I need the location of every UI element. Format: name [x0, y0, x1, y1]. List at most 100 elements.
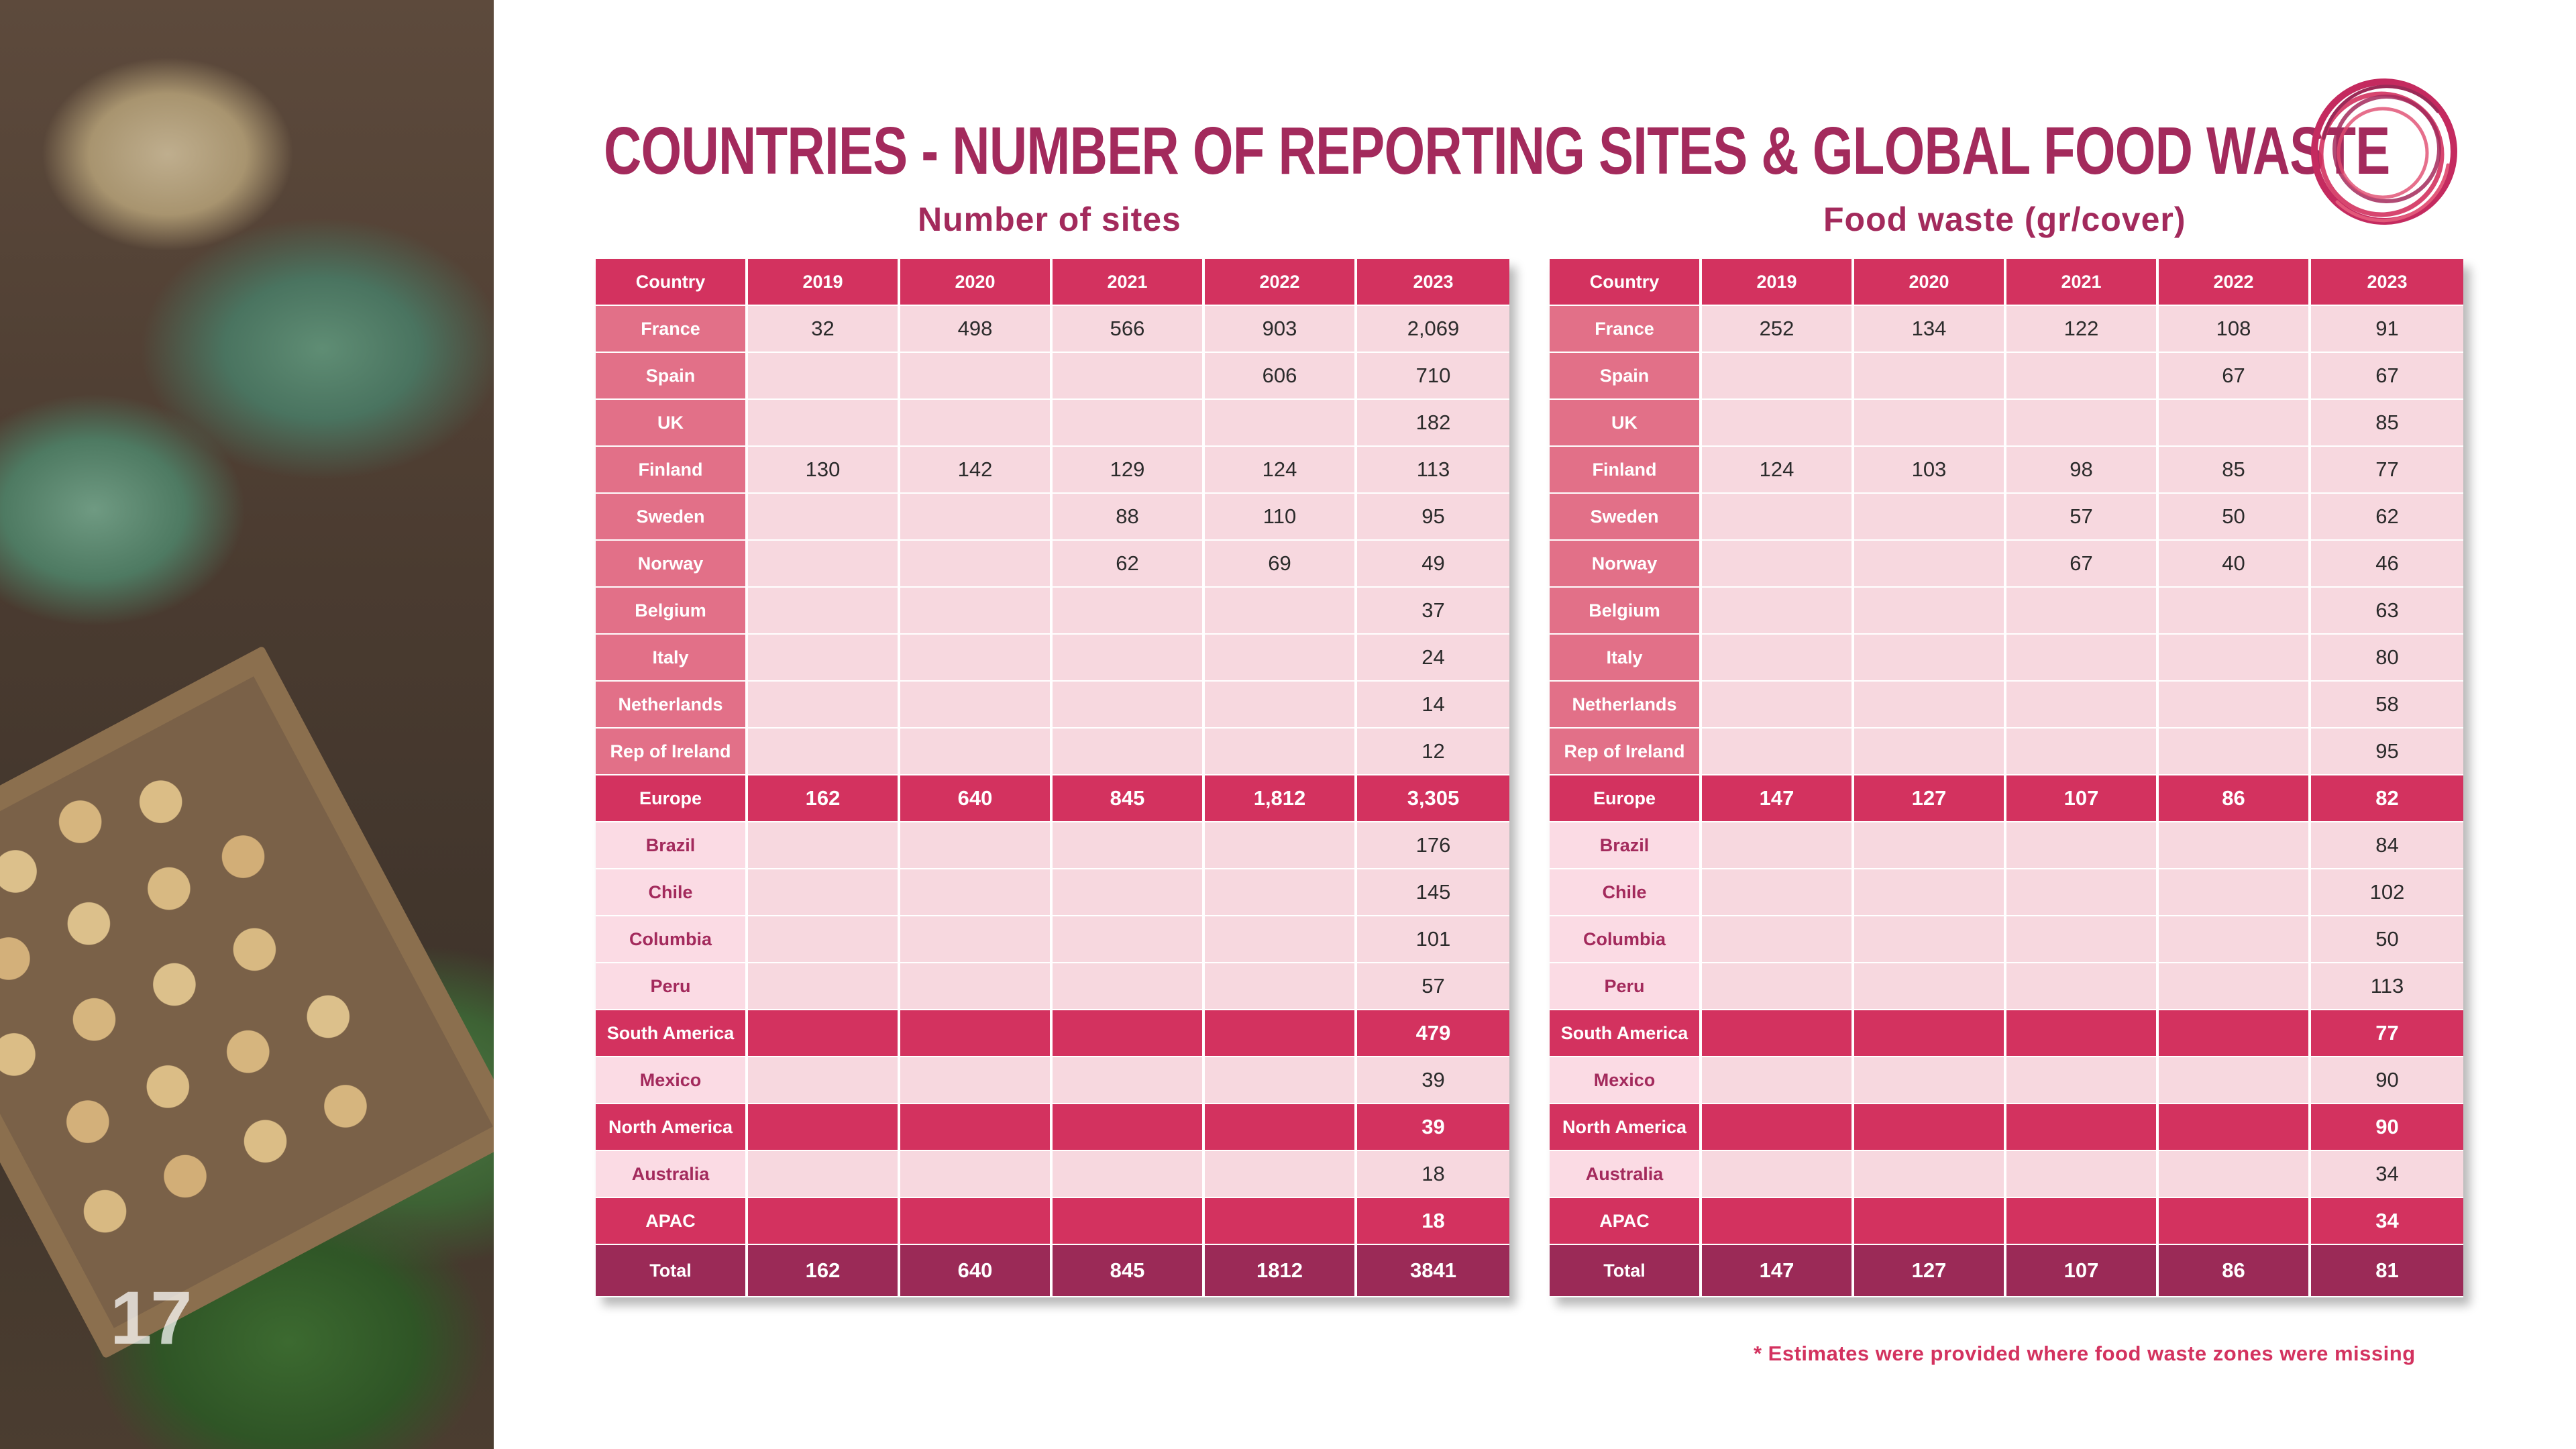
table-row: North America 90 [1550, 1104, 2463, 1151]
table-cell [1702, 1104, 1854, 1151]
table-row: Columbia 101 [596, 916, 1509, 963]
row-label: Norway [1550, 541, 1702, 588]
table-cell [1205, 682, 1357, 729]
table-cell: 67 [2006, 541, 2159, 588]
table-cell: 86 [2159, 1245, 2311, 1297]
table-cell [1205, 635, 1357, 682]
table-row: Europe 147 127 107 86 82 [1550, 775, 2463, 822]
table-cell [2006, 1010, 2159, 1057]
table-cell [1702, 822, 1854, 869]
table-cell [2006, 1151, 2159, 1198]
table-cell [1053, 869, 1205, 916]
table-cell [1854, 588, 2006, 635]
table-cell [2006, 822, 2159, 869]
column-header: 2023 [1357, 259, 1509, 306]
table-cell: 129 [1053, 447, 1205, 494]
table-cell: 57 [2006, 494, 2159, 541]
table-cell [900, 1104, 1053, 1151]
table-cell [900, 541, 1053, 588]
table-cell [1702, 400, 1854, 447]
table-cell: 12 [1357, 729, 1509, 775]
row-label: France [1550, 306, 1702, 353]
table-cell: 62 [2311, 494, 2463, 541]
page-title: COUNTRIES - NUMBER OF REPORTING SITES & … [604, 113, 2390, 189]
table-cell [1053, 635, 1205, 682]
table-cell [1854, 682, 2006, 729]
table-row: Spain 67 67 [1550, 353, 2463, 400]
table-cell [2006, 353, 2159, 400]
table-cell: 176 [1357, 822, 1509, 869]
table-cell: 102 [2311, 869, 2463, 916]
row-label: APAC [596, 1198, 748, 1245]
sites-table: Country 2019 2020 2021 2022 2023 France 32 498 5… [596, 259, 1509, 1297]
column-header: 2019 [1702, 259, 1854, 306]
table-row: Belgium 63 [1550, 588, 2463, 635]
table-cell: 85 [2159, 447, 2311, 494]
food-waste-table: Country 2019 2020 2021 2022 2023 France 252 134… [1550, 259, 2463, 1297]
table-cell: 39 [1357, 1104, 1509, 1151]
table-cell [900, 1010, 1053, 1057]
table-cell: 142 [900, 447, 1053, 494]
table-row: France 32 498 566 903 2,069 [596, 306, 1509, 353]
table-cell [1854, 963, 2006, 1010]
table-row: Total 162 640 845 1812 3841 [596, 1245, 1509, 1297]
table-cell [748, 353, 900, 400]
table-cell: 90 [2311, 1104, 2463, 1151]
table-cell [1702, 635, 1854, 682]
table-cell [1053, 1057, 1205, 1104]
table-cell: 46 [2311, 541, 2463, 588]
row-label: Spain [1550, 353, 1702, 400]
potato-crate-image [0, 645, 494, 1359]
table-cell [2006, 729, 2159, 775]
table-cell: 50 [2159, 494, 2311, 541]
column-header: 2021 [1053, 259, 1205, 306]
table-cell [748, 1151, 900, 1198]
row-label: Netherlands [596, 682, 748, 729]
table-row: North America 39 [596, 1104, 1509, 1151]
table-row: Norway 67 40 46 [1550, 541, 2463, 588]
table-cell [748, 822, 900, 869]
table-cell: 147 [1702, 775, 1854, 822]
table-cell: 85 [2311, 400, 2463, 447]
table-cell: 710 [1357, 353, 1509, 400]
table-cell [1205, 916, 1357, 963]
table-cell [900, 963, 1053, 1010]
table-cell: 3,305 [1357, 775, 1509, 822]
table-cell [1702, 494, 1854, 541]
table-cell [748, 682, 900, 729]
row-label: Netherlands [1550, 682, 1702, 729]
table-cell [1205, 729, 1357, 775]
table-cell [1053, 353, 1205, 400]
row-label: Finland [1550, 447, 1702, 494]
table-cell [2159, 588, 2311, 635]
waste-subtitle: Food waste (gr/cover) [1823, 201, 2186, 238]
table-cell: 130 [748, 447, 900, 494]
table-row: South America 77 [1550, 1010, 2463, 1057]
table-cell: 14 [1357, 682, 1509, 729]
table-row: Sweden 88 110 95 [596, 494, 1509, 541]
table-header-row: Country 2019 2020 2021 2022 2023 [596, 259, 1509, 306]
table-cell [1854, 400, 2006, 447]
table-cell [1053, 1198, 1205, 1245]
table-cell: 50 [2311, 916, 2463, 963]
table-cell [1702, 588, 1854, 635]
table-cell: 98 [2006, 447, 2159, 494]
table-cell [1053, 588, 1205, 635]
table-cell: 145 [1357, 869, 1509, 916]
table-row: Italy 24 [596, 635, 1509, 682]
table-cell: 113 [1357, 447, 1509, 494]
row-label: France [596, 306, 748, 353]
table-cell: 479 [1357, 1010, 1509, 1057]
table-row: Australia 18 [596, 1151, 1509, 1198]
table-cell [1205, 822, 1357, 869]
row-label: Chile [596, 869, 748, 916]
table-cell: 113 [2311, 963, 2463, 1010]
table-cell [2006, 1104, 2159, 1151]
table-cell [748, 869, 900, 916]
table-cell: 67 [2311, 353, 2463, 400]
table-row: Rep of Ireland 95 [1550, 729, 2463, 775]
table-cell: 40 [2159, 541, 2311, 588]
table-cell [1702, 1151, 1854, 1198]
table-cell [2159, 1104, 2311, 1151]
table-cell: 57 [1357, 963, 1509, 1010]
